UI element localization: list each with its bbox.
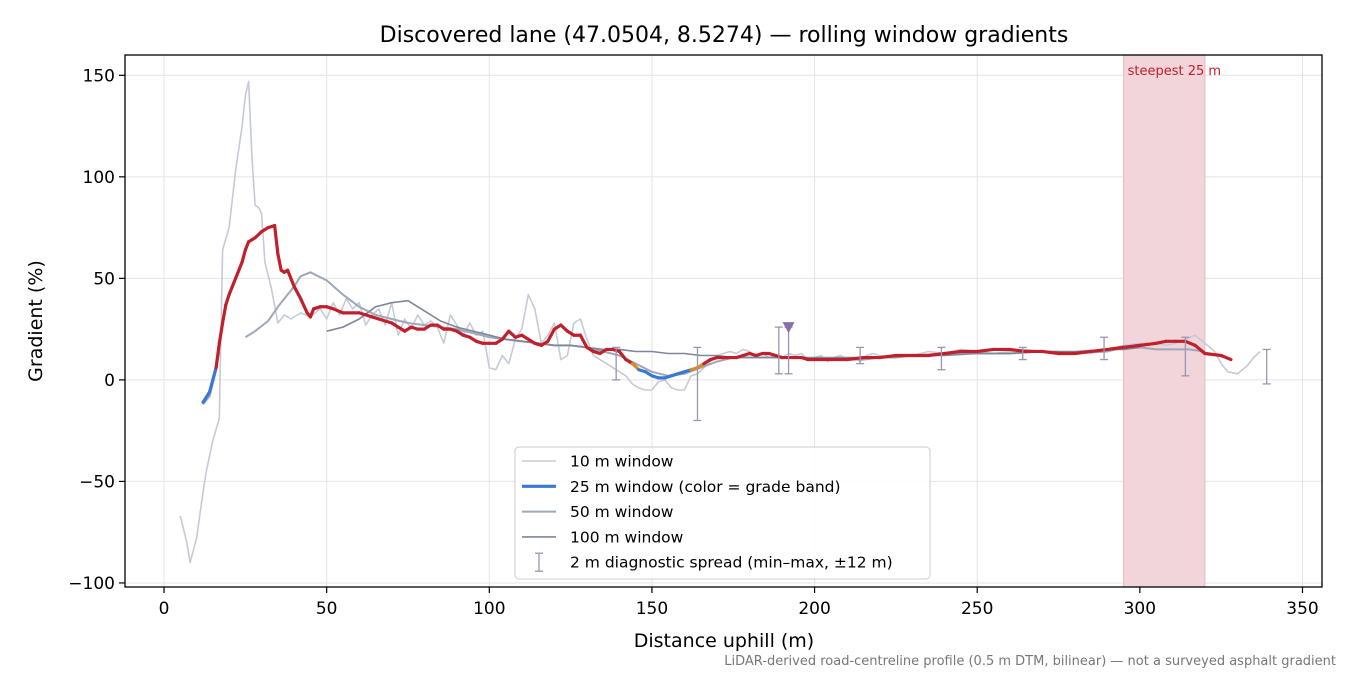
legend-label: 2 m diagnostic spread (min–max, ±12 m): [570, 554, 893, 572]
series-25m-segment: [214, 341, 221, 370]
series-25m-segment: [1138, 341, 1158, 347]
legend-entry: 50 m window: [522, 503, 674, 521]
series-25m-segment: [617, 349, 628, 362]
legend-entry: 2 m diagnostic spread (min–max, ±12 m): [535, 552, 893, 572]
series-25m-segment: [331, 307, 345, 315]
legend-entry: 10 m window: [522, 453, 674, 471]
peak-marker-triangle: [782, 322, 795, 334]
series-25m-segment: [217, 321, 225, 345]
diagnostic-errorbar: [937, 346, 946, 371]
x-tick-label: 300: [1124, 599, 1156, 619]
series-25m-segment: [292, 284, 303, 301]
x-tick-label: 200: [798, 599, 830, 619]
series-25m-segment: [299, 297, 309, 315]
series-25m-segment: [845, 355, 865, 362]
series-25m-segment: [240, 248, 247, 264]
series-25m-segment: [233, 260, 244, 280]
series-25m-segment: [1073, 349, 1093, 356]
y-axis-label: Gradient (%): [25, 260, 47, 382]
series-25m-segment: [975, 347, 996, 354]
legend-entry: 100 m window: [522, 528, 684, 546]
y-tick-label: −50: [79, 472, 115, 492]
series-25m-segment: [878, 353, 898, 360]
legend-label: 50 m window: [570, 503, 674, 521]
series-25m-segment: [578, 333, 589, 349]
series-25m-segment: [220, 303, 228, 325]
diagnostic-errorbar: [1181, 336, 1190, 377]
y-tick-label: 0: [104, 371, 115, 391]
series-25m-segment: [1040, 349, 1061, 356]
diagnostic-spread-layer: [612, 322, 1271, 422]
x-tick-label: 350: [1286, 599, 1318, 619]
series-25m-segment: [1203, 351, 1223, 358]
y-tick-label: 150: [83, 66, 115, 86]
x-tick-label: 100: [473, 599, 505, 619]
diagnostic-errorbar: [1262, 348, 1271, 385]
diagnostic-errorbar: [693, 346, 702, 422]
plot-frame: [124, 54, 1323, 588]
series-25m-window: [201, 223, 1233, 404]
series-25m-segment: [546, 327, 556, 343]
x-tick-label: 0: [159, 599, 170, 619]
series-25m-segment: [1008, 347, 1028, 354]
diagnostic-errorbar: [1100, 336, 1109, 361]
series-25m-segment: [926, 351, 947, 358]
chart-title: Discovered lane (47.0504, 8.5274) — roll…: [380, 23, 1069, 48]
series-25m-segment: [1193, 343, 1207, 356]
footnote: LiDAR-derived road-centreline profile (0…: [724, 654, 1336, 669]
x-axis-ticks: 0 50 100 150 200 250 300 350: [159, 587, 1319, 619]
series-25m-segment: [1219, 353, 1233, 362]
x-tick-label: 150: [636, 599, 668, 619]
legend-label: 10 m window: [570, 453, 674, 471]
diagnostic-errorbar: [774, 326, 783, 375]
series-25m-segment: [943, 349, 963, 356]
legend-label: 25 m window (color = grade band): [570, 478, 841, 496]
diagnostic-errorbar: [612, 346, 621, 381]
diagnostic-errorbar: [856, 346, 865, 365]
x-tick-label: 50: [316, 599, 338, 619]
series-25m-segment: [1121, 343, 1142, 349]
steepest-segment-band: [1123, 54, 1206, 588]
y-tick-label: 100: [83, 168, 115, 188]
y-axis-ticks: −100 −50 0 50 100 150: [68, 66, 125, 594]
series-25m-segment: [273, 223, 280, 256]
y-tick-label: 50: [93, 269, 115, 289]
x-tick-label: 250: [961, 599, 993, 619]
steepest-segment-label: steepest 25 m: [1128, 64, 1221, 79]
x-axis-label: Distance uphill (m): [634, 630, 814, 652]
legend-frame: [514, 446, 931, 580]
y-tick-label: −100: [68, 574, 115, 594]
series-layer: [179, 80, 1261, 564]
series-25m-segment: [201, 390, 212, 404]
series-25m-segment: [207, 366, 218, 394]
series-25m-segment: [1089, 347, 1109, 354]
series-25m-segment: [227, 276, 238, 297]
series-25m-segment: [1183, 339, 1197, 347]
series-w100-window-line: [326, 299, 1140, 359]
series-25m-segment: [224, 293, 231, 307]
legend: 10 m window 25 m window (color = grade ba…: [514, 446, 931, 580]
series-25m-segment: [1105, 345, 1126, 352]
series-25m-segment: [500, 329, 511, 341]
series-25m-segment: [276, 252, 283, 272]
series-25m-segment: [1154, 339, 1168, 345]
legend-entry: 25 m window (color = grade band): [522, 478, 841, 496]
series-25m-segment: [286, 268, 296, 289]
legend-label: 100 m window: [570, 528, 684, 546]
diagnostic-errorbar: [1018, 346, 1027, 361]
